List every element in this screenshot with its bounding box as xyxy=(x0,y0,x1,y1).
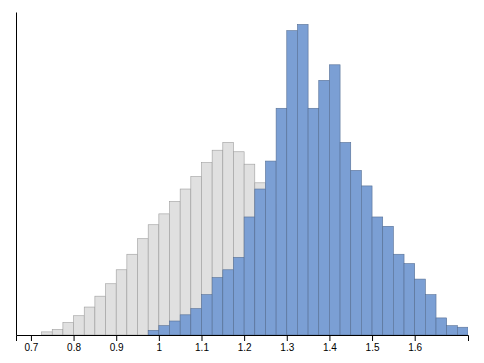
x-tick: 1.1 xyxy=(195,335,209,353)
bar xyxy=(436,318,447,335)
y-axis xyxy=(16,13,17,336)
bar xyxy=(308,108,319,335)
bar xyxy=(95,296,106,335)
bar xyxy=(404,264,415,335)
chart: 0.7 0.8 0.9 1 1.1 1.2 1.3 1.4 1.5 1.6 xyxy=(0,0,484,363)
bar xyxy=(233,257,244,335)
x-tick-label: 1.1 xyxy=(195,342,209,353)
x-tick-mark xyxy=(329,335,330,341)
x-tick: 0.8 xyxy=(67,335,81,353)
bar xyxy=(191,177,202,335)
x-tick: 1.6 xyxy=(408,335,422,353)
x-tick-label: 1.3 xyxy=(280,342,294,353)
bar xyxy=(191,309,202,335)
bar xyxy=(180,315,191,335)
y-axis-line xyxy=(16,13,17,336)
bar xyxy=(127,254,138,335)
bar xyxy=(84,307,95,335)
x-tick: 1 xyxy=(157,335,163,353)
bar xyxy=(340,142,351,335)
bar xyxy=(351,170,362,335)
bar xyxy=(265,161,276,335)
x-tick-mark xyxy=(159,335,160,341)
bar xyxy=(148,225,159,335)
bar xyxy=(319,80,330,335)
x-tick-mark xyxy=(372,335,373,341)
x-tick-mark xyxy=(31,335,32,341)
bar xyxy=(212,278,223,335)
x-tick-label: 1 xyxy=(157,342,163,353)
x-axis: 0.7 0.8 0.9 1 1.1 1.2 1.3 1.4 1.5 1.6 xyxy=(17,335,469,353)
bar xyxy=(170,201,181,335)
bar xyxy=(255,189,266,335)
bar xyxy=(244,217,255,335)
bar xyxy=(244,164,255,335)
bar xyxy=(106,284,117,335)
bar xyxy=(425,295,436,335)
x-tick-mark xyxy=(74,335,75,341)
bar xyxy=(276,108,287,335)
bar xyxy=(361,186,372,335)
x-tick-mark xyxy=(244,335,245,341)
x-tick: 0.7 xyxy=(24,335,38,353)
bar xyxy=(170,321,181,335)
bar xyxy=(159,326,170,335)
bar xyxy=(148,330,159,335)
bar xyxy=(116,270,127,335)
x-tick-mark xyxy=(116,335,117,341)
x-tick-label: 1.6 xyxy=(408,342,422,353)
bar xyxy=(297,24,308,335)
x-tick-label: 1.4 xyxy=(323,342,337,353)
bar xyxy=(52,329,63,335)
bar xyxy=(233,152,244,335)
x-tick-label: 1.5 xyxy=(366,342,380,353)
x-tick: 1.4 xyxy=(323,335,337,353)
x-tick: 1.3 xyxy=(280,335,294,353)
series xyxy=(42,142,277,335)
bar xyxy=(457,327,468,335)
bar xyxy=(223,142,234,335)
x-axis-line xyxy=(17,336,469,342)
bar xyxy=(393,254,404,335)
x-tick-label: 0.9 xyxy=(110,342,124,353)
bar xyxy=(223,270,234,335)
bars xyxy=(42,24,468,335)
bar xyxy=(201,295,212,335)
series xyxy=(148,24,468,335)
bar xyxy=(415,279,426,335)
bar xyxy=(212,150,223,335)
bar xyxy=(74,316,85,335)
bar xyxy=(383,226,394,335)
x-tick: 1.2 xyxy=(238,335,252,353)
x-tick-label: 0.8 xyxy=(67,342,81,353)
x-tick-label: 1.2 xyxy=(238,342,252,353)
x-tick-label: 0.7 xyxy=(24,342,38,353)
x-tick-mark xyxy=(287,335,288,341)
x-tick-mark xyxy=(201,335,202,341)
bar xyxy=(63,323,74,335)
bar xyxy=(447,326,458,335)
bar xyxy=(159,214,170,335)
bar xyxy=(329,65,340,335)
x-tick: 0.9 xyxy=(110,335,124,353)
bar xyxy=(201,163,212,335)
plot: 0.7 0.8 0.9 1 1.1 1.2 1.3 1.4 1.5 1.6 xyxy=(17,13,469,354)
x-tick-mark xyxy=(415,335,416,341)
bar xyxy=(138,239,149,335)
bar xyxy=(180,189,191,335)
bar xyxy=(287,31,298,335)
bar xyxy=(42,332,53,335)
x-tick: 1.5 xyxy=(366,335,380,353)
bar xyxy=(372,217,383,335)
bar xyxy=(255,183,266,335)
